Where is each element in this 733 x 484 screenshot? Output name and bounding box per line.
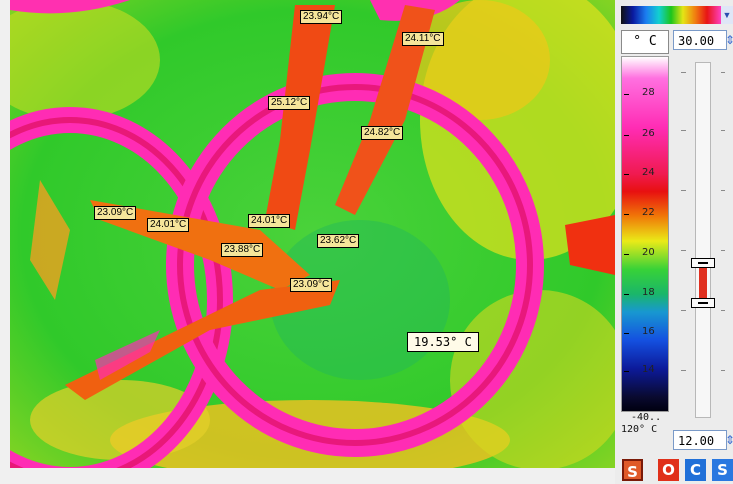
unit-label: ° C [621, 30, 669, 54]
temp-label-1: 23.94°C [300, 10, 343, 24]
temp-label-5: 23.09°C [94, 206, 137, 220]
scale-tick-20: 20 [642, 247, 655, 258]
range-text-line2: 120° C [621, 424, 658, 435]
slider-tick [681, 72, 686, 73]
slider-tick [681, 190, 686, 191]
color-scale-bar: 28 26 24 22 20 18 16 14 [621, 56, 669, 412]
temp-label-3: 25.12°C [268, 96, 311, 110]
spinner-arrows-icon[interactable]: ⇕ [725, 33, 733, 47]
slider-tick [681, 250, 686, 251]
slider-tick [721, 310, 725, 311]
palette-selector[interactable] [621, 6, 721, 24]
temp-label-2: 24.11°C [402, 32, 444, 46]
o-button[interactable]: O [658, 459, 679, 481]
range-text-line1: -40.. [631, 412, 662, 423]
range-slider-fill [699, 264, 707, 302]
scale-tick-22: 22 [642, 207, 655, 218]
scale-tick-mark [624, 94, 629, 95]
chevron-down-icon[interactable]: ▼ [721, 6, 733, 24]
slider-tick [721, 250, 725, 251]
temp-label-10: 23.09°C [290, 278, 333, 292]
scale-tick-mark [624, 333, 629, 334]
slider-tick [681, 310, 686, 311]
temp-label-8: 23.88°C [221, 243, 264, 257]
max-temperature-input[interactable]: 30.00 [673, 30, 727, 50]
scale-tick-14: 14 [642, 364, 655, 375]
scale-tick-mark [624, 254, 629, 255]
temp-label-4: 24.82°C [361, 126, 404, 140]
slider-tick [681, 370, 686, 371]
upper-range-handle[interactable] [691, 258, 715, 268]
spot-temperature-readout: 19.53° C [407, 332, 479, 352]
scale-tick-24: 24 [642, 167, 655, 178]
scale-tick-26: 26 [642, 128, 655, 139]
c-button[interactable]: C [685, 459, 706, 481]
slider-tick [721, 130, 725, 131]
temp-label-9: 23.62°C [317, 234, 360, 248]
scale-tick-mark [624, 135, 629, 136]
scale-tick-mark [624, 371, 629, 372]
temperature-scale-panel: ▼ ° C 30.00 ⇕ 28 26 24 22 20 18 16 14 -4… [615, 0, 733, 484]
thermal-image-view[interactable]: 23.94°C 24.11°C 25.12°C 24.82°C 23.09°C … [10, 0, 615, 468]
range-text: -40.. 120° C [621, 412, 671, 436]
s-button[interactable]: S [622, 459, 643, 481]
s-button-2[interactable]: S [712, 459, 733, 481]
min-temperature-input[interactable]: 12.00 [673, 430, 727, 450]
slider-tick [721, 370, 725, 371]
lower-range-handle[interactable] [691, 298, 715, 308]
scale-tick-mark [624, 294, 629, 295]
scale-tick-16: 16 [642, 326, 655, 337]
scale-tick-18: 18 [642, 287, 655, 298]
spinner-arrows-icon[interactable]: ⇕ [725, 433, 733, 447]
slider-tick [721, 72, 725, 73]
temp-label-6: 24.01°C [147, 218, 190, 232]
slider-tick [721, 190, 725, 191]
scale-tick-mark [624, 214, 629, 215]
temp-label-7: 24.01°C [248, 214, 291, 228]
thermal-image [10, 0, 615, 468]
scale-tick-28: 28 [642, 87, 655, 98]
range-slider-track[interactable] [695, 62, 711, 418]
scale-tick-mark [624, 174, 629, 175]
slider-tick [681, 130, 686, 131]
